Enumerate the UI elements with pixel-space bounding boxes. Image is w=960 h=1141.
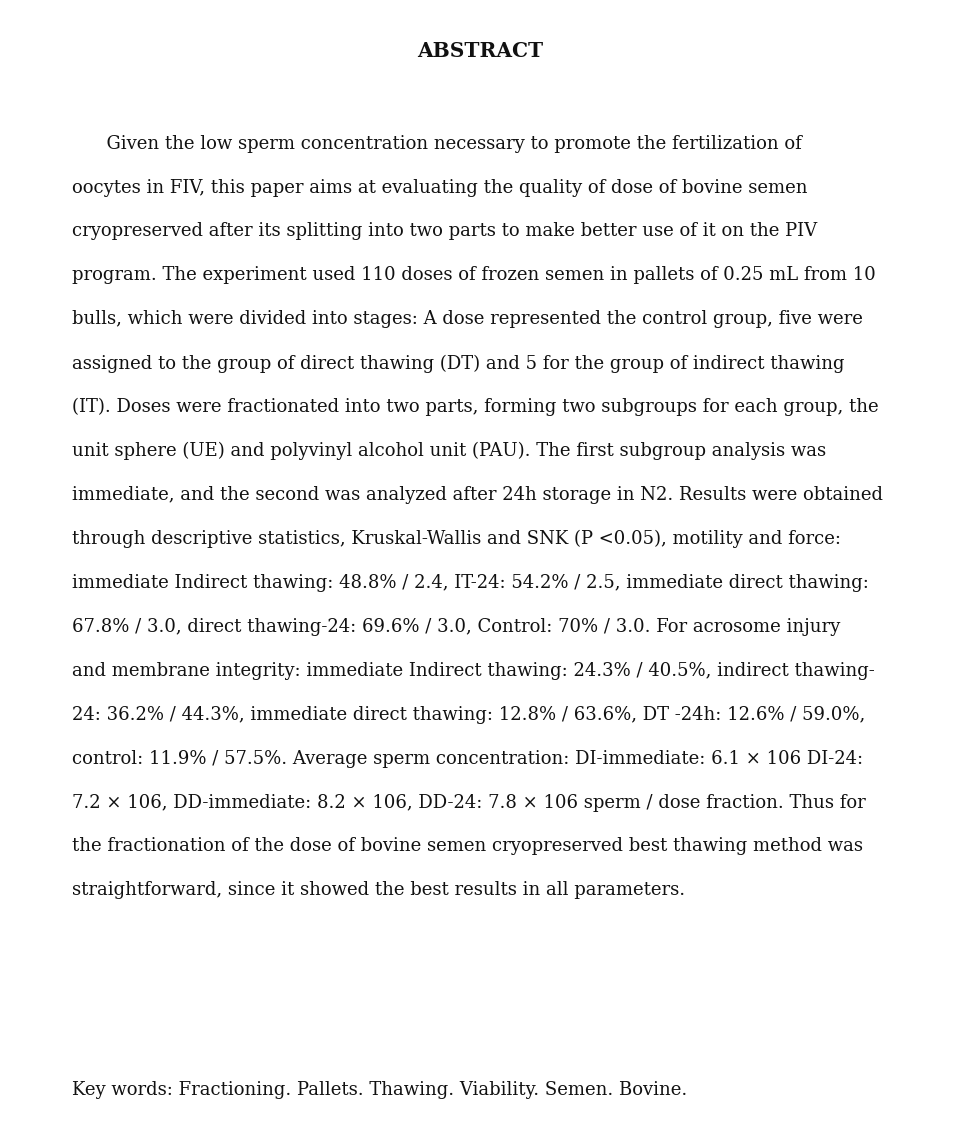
Text: 67.8% / 3.0, direct thawing-24: 69.6% / 3.0, Control: 70% / 3.0. For acrosome in: 67.8% / 3.0, direct thawing-24: 69.6% / … [72,617,840,636]
Text: cryopreserved after its splitting into two parts to make better use of it on the: cryopreserved after its splitting into t… [72,222,817,241]
Text: immediate Indirect thawing: 48.8% / 2.4, IT-24: 54.2% / 2.5, immediate direct th: immediate Indirect thawing: 48.8% / 2.4,… [72,574,869,592]
Text: immediate, and the second was analyzed after 24h storage in N2. Results were obt: immediate, and the second was analyzed a… [72,486,883,504]
Text: and membrane integrity: immediate Indirect thawing: 24.3% / 40.5%, indirect thaw: and membrane integrity: immediate Indire… [72,662,875,680]
Text: the fractionation of the dose of bovine semen cryopreserved best thawing method : the fractionation of the dose of bovine … [72,837,863,856]
Text: straightforward, since it showed the best results in all parameters.: straightforward, since it showed the bes… [72,881,685,899]
Text: unit sphere (UE) and polyvinyl alcohol unit (PAU). The first subgroup analysis w: unit sphere (UE) and polyvinyl alcohol u… [72,442,827,460]
Text: ABSTRACT: ABSTRACT [417,41,543,62]
Text: 24: 36.2% / 44.3%, immediate direct thawing: 12.8% / 63.6%, DT -24h: 12.6% / 59.: 24: 36.2% / 44.3%, immediate direct thaw… [72,705,865,723]
Text: assigned to the group of direct thawing (DT) and 5 for the group of indirect tha: assigned to the group of direct thawing … [72,354,845,372]
Text: 7.2 × 106, DD-immediate: 8.2 × 106, DD-24: 7.8 × 106 sperm / dose fraction. Thus: 7.2 × 106, DD-immediate: 8.2 × 106, DD-2… [72,793,866,811]
Text: control: 11.9% / 57.5%. Average sperm concentration: DI-immediate: 6.1 × 106 DI-: control: 11.9% / 57.5%. Average sperm co… [72,750,863,768]
Text: through descriptive statistics, Kruskal-Wallis and SNK (P <0.05), motility and f: through descriptive statistics, Kruskal-… [72,529,841,548]
Text: Key words: Fractioning. Pallets. Thawing. Viability. Semen. Bovine.: Key words: Fractioning. Pallets. Thawing… [72,1081,687,1099]
Text: program. The experiment used 110 doses of frozen semen in pallets of 0.25 mL fro: program. The experiment used 110 doses o… [72,266,876,284]
Text: oocytes in FIV, this paper aims at evaluating the quality of dose of bovine seme: oocytes in FIV, this paper aims at evalu… [72,178,807,196]
Text: Given the low sperm concentration necessary to promote the fertilization of: Given the low sperm concentration necess… [72,135,802,153]
Text: (IT). Doses were fractionated into two parts, forming two subgroups for each gro: (IT). Doses were fractionated into two p… [72,398,878,416]
Text: bulls, which were divided into stages: A dose represented the control group, fiv: bulls, which were divided into stages: A… [72,310,863,329]
